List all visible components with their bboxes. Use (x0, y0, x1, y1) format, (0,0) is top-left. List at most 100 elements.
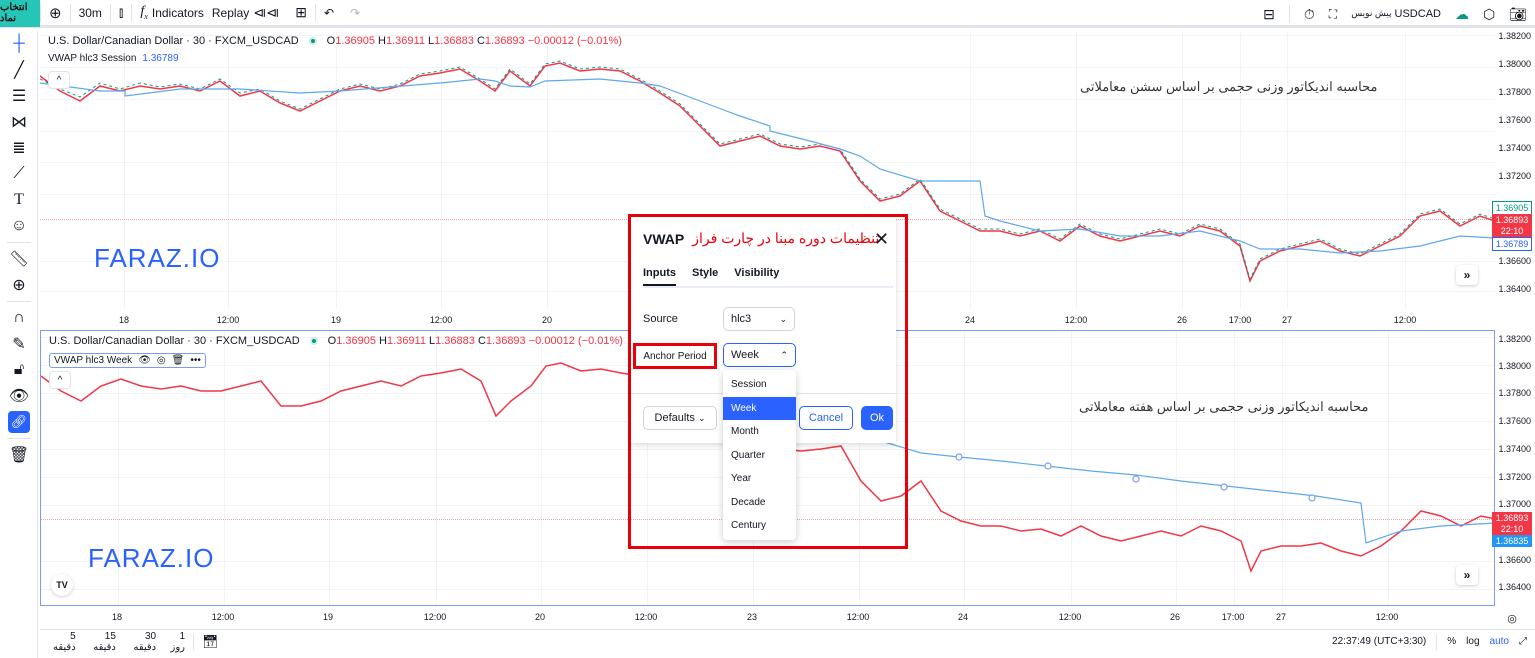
range-button[interactable]: 30 دقیقه (133, 630, 157, 653)
scroll-to-realtime-button[interactable]: » (1456, 565, 1478, 585)
time-tick: 20 (534, 612, 546, 622)
time-tick: 12:00 (634, 612, 658, 622)
bottom-right-controls: 22:37:49 (UTC+3:30) % log auto ⤢ (1332, 633, 1527, 650)
time-tick: 12:00 (211, 612, 235, 622)
lock-drawing-icon[interactable]: ✎ (12, 336, 26, 353)
auto-toggle[interactable]: auto (1489, 636, 1509, 647)
layout-button[interactable]: ⊞ (287, 0, 315, 27)
settings-icon[interactable]: ⬡ (1482, 5, 1496, 22)
scroll-to-realtime-button[interactable]: » (1456, 265, 1478, 285)
alert-icon[interactable]: ⏱ (1303, 5, 1315, 22)
market-status-icon (308, 37, 317, 45)
percent-toggle[interactable]: % (1447, 636, 1457, 647)
tab-inputs[interactable]: Inputs (643, 267, 676, 287)
fullscreen-icon[interactable]: ⛶ (1328, 6, 1338, 21)
undo-button[interactable]: ↶ (316, 0, 342, 27)
eye-icon[interactable]: 👁︎ (8, 388, 30, 405)
indicator-legend-week[interactable]: VWAP hlc3 Week 👁︎ ◎ 🗑︎ ••• (49, 353, 206, 368)
option-century[interactable]: Century (731, 520, 767, 532)
vwap-settings-dialog: VWAP تنظیمات دوره مبنا در چارت فراز ✕ In… (631, 217, 896, 443)
anchor-value: Week (731, 349, 759, 361)
log-toggle[interactable]: log (1466, 636, 1480, 647)
option-month[interactable]: Month (731, 426, 759, 438)
last-price-label: 1.36893 22:10 (1492, 214, 1532, 238)
zoom-in-icon[interactable]: ⊕ (12, 277, 26, 294)
price-tick: 1.38200 (1498, 334, 1531, 344)
anchor-period-dropdown: Session Week Month Quarter Year Decade C… (723, 370, 796, 540)
option-session[interactable]: Session (731, 379, 767, 391)
fib-icon[interactable]: ≣ (12, 140, 26, 157)
option-week[interactable]: Week (723, 396, 796, 420)
goto-date-icon[interactable]: 📅︎ (202, 633, 219, 649)
price-tick: 1.38200 (1498, 31, 1531, 41)
price-tick: 1.37000 (1498, 499, 1531, 509)
add-symbol-button[interactable]: ⊕ (41, 0, 70, 27)
time-axis-session[interactable]: 18 12:00 19 12:00 20 24 12:00 26 17:00 2… (40, 311, 1495, 331)
tab-visibility[interactable]: Visibility (734, 267, 780, 279)
tab-underline (643, 286, 893, 288)
text-icon[interactable]: T (14, 191, 24, 208)
grid-icon: ⊞ (295, 4, 307, 20)
anchor-period-select[interactable]: Week ⌃ (723, 343, 796, 367)
price-tick: 1.37800 (1498, 388, 1531, 398)
link-icon[interactable]: 🔗︎ (0, 409, 38, 435)
time-axis-week[interactable]: 18 12:00 19 12:00 20 12:00 23 12:00 24 1… (40, 608, 1517, 628)
plus-circle-icon: ⊕ (49, 4, 62, 22)
horizontal-lines-icon[interactable]: ☰ (11, 88, 27, 105)
emoji-icon[interactable]: ☺ (10, 217, 28, 234)
range-buttons: 1 روز 30 دقیقه 15 دقیقه 5 دقیقه (40, 631, 185, 653)
range-button[interactable]: 5 دقیقه (52, 630, 76, 653)
trend-line-icon[interactable]: ╱ (14, 62, 24, 79)
price-axis-session[interactable]: 1.38200 1.38000 1.37800 1.37600 1.37400 … (1492, 31, 1535, 309)
eye-icon[interactable]: 👁︎ (138, 355, 151, 366)
collapse-legend-button[interactable]: ^ (48, 71, 70, 89)
time-tick: 27 (1281, 315, 1293, 325)
axis-settings-icon[interactable]: ◎ (1507, 613, 1517, 625)
trash-icon[interactable]: 🗑︎ (171, 355, 185, 366)
tab-style[interactable]: Style (692, 267, 719, 279)
ok-button[interactable]: Ok (861, 406, 893, 430)
close-icon[interactable]: ✕ (874, 229, 890, 249)
price-axis-week[interactable]: 1.38200 1.38000 1.37800 1.37600 1.37400 … (1492, 330, 1535, 606)
chevron-down-icon: ⌄ (779, 313, 787, 324)
cancel-button[interactable]: Cancel (799, 406, 853, 430)
replay-button[interactable]: Replay ⧏⧏ (212, 0, 287, 27)
interval-button[interactable]: 30m (78, 5, 102, 20)
brush-icon[interactable]: ⟋ (13, 165, 25, 182)
indicators-button[interactable]: fx Indicators (132, 0, 211, 27)
more-icon[interactable]: ••• (190, 355, 201, 366)
range-button[interactable]: 1 روز (170, 630, 186, 653)
maximize-icon[interactable]: ⤢ (1519, 636, 1527, 647)
camera-icon[interactable]: 📷︎ (1509, 5, 1527, 22)
magnet-icon[interactable]: ∩ (13, 309, 25, 326)
defaults-button[interactable]: Defaults ⌄ (643, 406, 717, 430)
layout-icon[interactable]: ⊟ (1263, 5, 1275, 22)
settings-icon[interactable]: ◎ (156, 355, 166, 366)
cloud-upload-icon[interactable]: ☁ (1454, 5, 1469, 22)
option-quarter[interactable]: Quarter (731, 449, 765, 461)
option-year[interactable]: Year (731, 473, 752, 485)
undo-icon: ↶ (323, 5, 335, 20)
tradingview-logo[interactable]: TV (51, 574, 73, 596)
option-decade[interactable]: Decade (731, 496, 766, 508)
source-select[interactable]: hlc3 ⌄ (723, 307, 795, 331)
pattern-icon[interactable]: ⋈ (11, 114, 27, 131)
crosshair-icon[interactable]: ┼ (13, 35, 25, 52)
lock-icon[interactable]: 🔓︎ (13, 361, 25, 378)
trash-icon[interactable]: 🗑︎ (8, 447, 30, 464)
divider (1288, 5, 1290, 23)
collapse-legend-button[interactable]: ^ (49, 371, 71, 389)
divider (69, 3, 71, 22)
symbol-search-button[interactable]: انتخاب نماد (0, 0, 40, 27)
ruler-icon[interactable]: 📏︎ (8, 251, 30, 268)
chart-type-button[interactable]: ⫾ (111, 0, 131, 27)
time-tick: 12:00 (1393, 315, 1417, 325)
dialog-title-fa: تنظیمات دوره مبنا در چارت فراز (692, 230, 880, 246)
annotation-text: محاسبه اندیکاتور وزنی حجمی بر اساس سشن م… (1080, 79, 1378, 94)
time-tick: 18 (111, 612, 123, 622)
indicator-legend-session[interactable]: VWAP hlc3 Session 1.36789 (48, 53, 179, 64)
range-button[interactable]: 15 دقیقه (93, 630, 116, 653)
redo-button[interactable]: ↷ (342, 0, 368, 27)
layout-name[interactable]: پیش نویس USDCAD (1351, 8, 1441, 20)
time-tick: 23 (746, 612, 758, 622)
